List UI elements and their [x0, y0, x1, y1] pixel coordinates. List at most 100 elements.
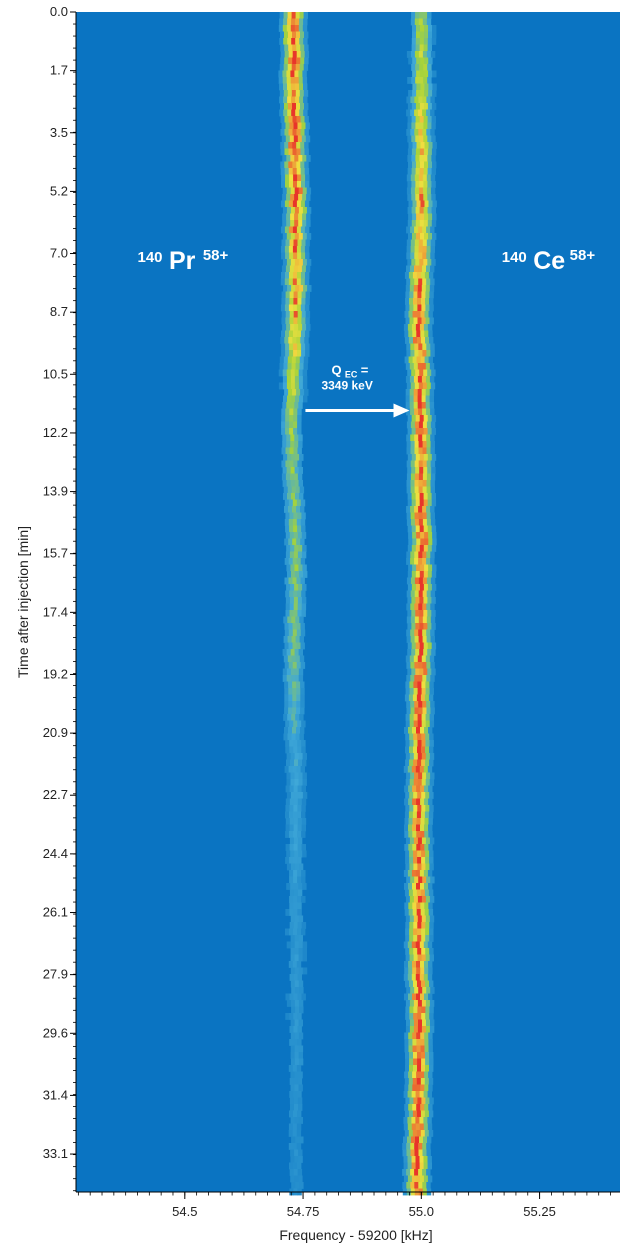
track-cell: [284, 337, 289, 344]
track-cell: [302, 369, 308, 377]
track-cell: [283, 616, 288, 624]
track-cell: [415, 220, 421, 227]
track-cell: [419, 135, 424, 143]
track-cell: [418, 1143, 423, 1150]
track-cell: [424, 967, 429, 975]
track-cell: [409, 402, 415, 409]
track-cell: [413, 1006, 418, 1014]
track-cell: [427, 610, 432, 617]
track-cell: [410, 1143, 415, 1150]
track-cell: [294, 863, 300, 871]
track-cell: [431, 428, 436, 435]
track-cell: [405, 746, 410, 754]
track-cell: [422, 473, 428, 481]
track-cell: [294, 1052, 299, 1059]
track-cell: [290, 1032, 296, 1040]
track-cell: [289, 798, 295, 806]
track-cell: [289, 421, 294, 429]
track-cell: [425, 837, 431, 845]
track-cell: [285, 317, 290, 325]
track-cell: [414, 252, 419, 260]
track-cell: [427, 148, 433, 156]
track-cell: [283, 655, 289, 663]
track-cell: [284, 707, 289, 715]
track-cell: [296, 31, 301, 39]
track-cell: [409, 740, 414, 747]
track-cell: [406, 187, 412, 195]
track-cell: [423, 194, 428, 201]
track-cell: [431, 259, 436, 266]
track-cell: [426, 577, 432, 585]
track-cell: [416, 200, 421, 208]
track-cell: [293, 350, 298, 357]
track-cell: [413, 402, 419, 409]
track-cell: [302, 792, 308, 799]
track-cell: [294, 668, 300, 676]
track-cell: [418, 519, 424, 526]
track-cell: [303, 363, 308, 370]
track-cell: [415, 116, 420, 123]
track-cell: [421, 1026, 427, 1033]
track-cell: [430, 551, 435, 559]
track-cell: [298, 1019, 303, 1027]
track-cell: [415, 499, 421, 507]
track-cell: [407, 610, 412, 617]
track-cell: [286, 675, 292, 682]
track-cell: [298, 1084, 303, 1092]
track-cell: [288, 1143, 294, 1150]
track-cell: [421, 779, 427, 786]
track-cell: [427, 1156, 432, 1163]
track-cell: [411, 38, 417, 45]
track-cell: [278, 70, 283, 78]
track-cell: [411, 623, 416, 630]
track-cell: [416, 1130, 422, 1137]
track-cell: [408, 818, 413, 825]
track-cell: [409, 753, 415, 760]
track-cell: [406, 1143, 411, 1150]
track-cell: [294, 792, 300, 799]
track-cell: [424, 25, 429, 32]
track-cell: [413, 655, 419, 663]
track-cell: [282, 369, 288, 377]
track-cell: [417, 402, 423, 409]
track-cell: [428, 961, 433, 968]
track-cell: [284, 727, 289, 734]
track-cell: [295, 733, 300, 741]
track-cell: [410, 51, 416, 58]
track-cell: [279, 90, 285, 97]
track-cell: [290, 402, 295, 409]
track-cell: [304, 103, 309, 110]
track-cell: [298, 1058, 304, 1066]
track-cell: [425, 928, 430, 936]
track-cell: [412, 1104, 417, 1111]
track-cell: [429, 935, 434, 942]
track-cell: [288, 1065, 294, 1072]
track-cell: [408, 57, 413, 65]
track-cell: [285, 415, 290, 422]
track-cell: [426, 629, 431, 637]
track-cell: [418, 51, 424, 58]
track-cell: [278, 77, 284, 84]
track-cell: [289, 1169, 295, 1176]
track-cell: [292, 519, 298, 526]
track-cell: [414, 343, 419, 351]
track-cell: [295, 38, 300, 45]
track-cell: [297, 1013, 302, 1020]
track-cell: [410, 96, 415, 104]
track-cell: [405, 837, 411, 845]
track-cell: [426, 486, 431, 494]
track-cell: [416, 1104, 421, 1111]
track-cell: [406, 876, 411, 884]
track-cell: [421, 285, 427, 292]
track-cell: [285, 122, 290, 130]
track-cell: [421, 655, 427, 663]
track-cell: [300, 142, 305, 149]
track-cell: [422, 577, 428, 585]
track-cell: [407, 766, 413, 773]
track-cell: [289, 532, 295, 539]
track-cell: [286, 759, 291, 767]
track-cell: [411, 122, 416, 130]
track-cell: [300, 506, 305, 513]
track-cell: [403, 1117, 408, 1124]
track-cell: [428, 831, 433, 838]
